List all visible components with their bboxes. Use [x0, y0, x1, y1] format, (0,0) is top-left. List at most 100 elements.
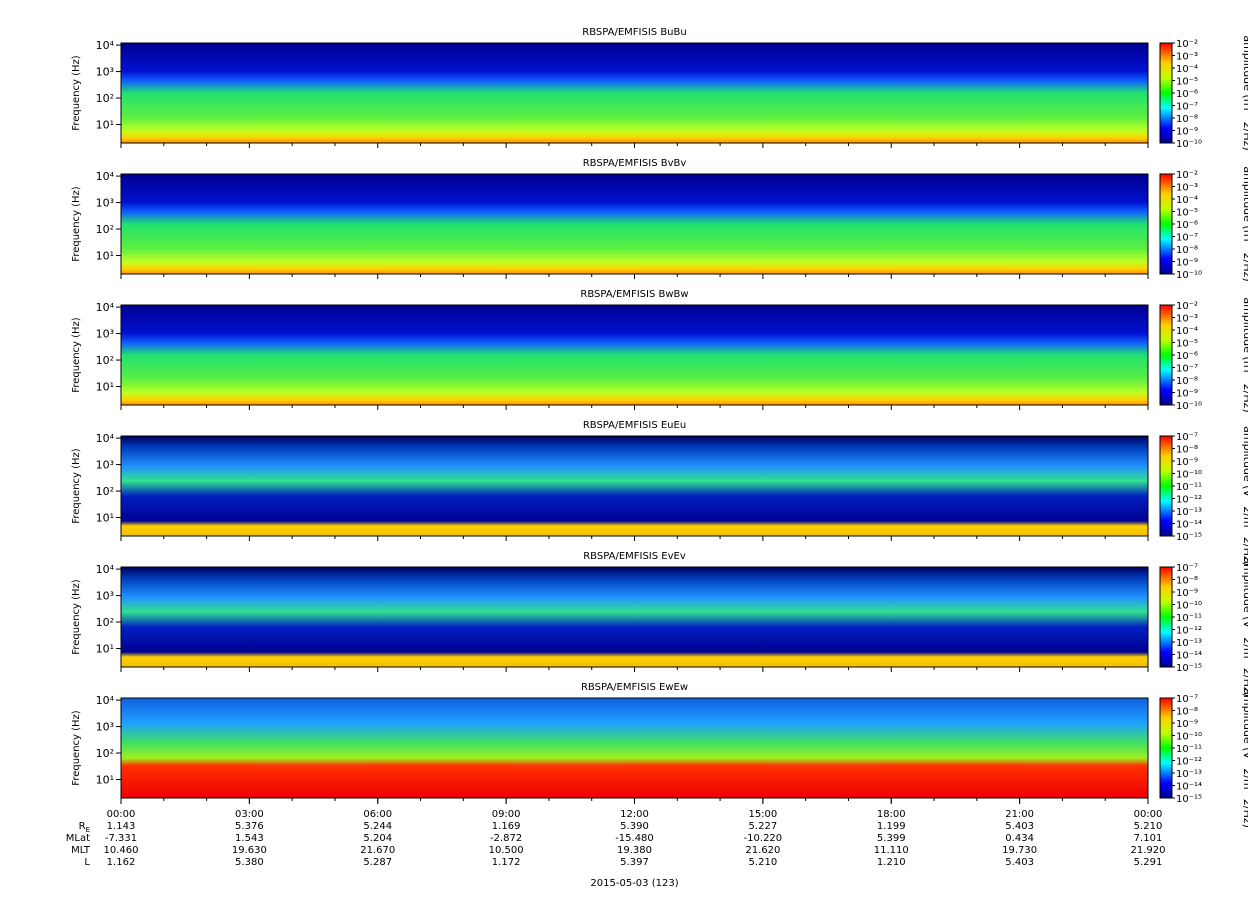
- colorbar-tick-label: 10⁻⁹: [1176, 719, 1198, 730]
- ephemeris-value: 5.291: [1134, 857, 1163, 868]
- y-tick-label: 10³: [96, 66, 114, 79]
- ephemeris-value: 21.620: [745, 845, 780, 856]
- y-axis-label: Frequency (Hz): [71, 186, 82, 262]
- y-axis-label: Frequency (Hz): [71, 317, 82, 393]
- colorbar-tick-label: 10⁻⁴: [1176, 195, 1198, 206]
- y-tick-label: 10³: [96, 197, 114, 210]
- colorbar-tick-label: 10⁻¹¹: [1176, 613, 1202, 624]
- colorbar-tick-label: 10⁻¹³: [1176, 638, 1202, 649]
- panel-title: RBSPA/EMFISIS BvBv: [583, 158, 687, 169]
- y-tick-label: 10²: [96, 616, 114, 629]
- ephemeris-value: 5.380: [235, 857, 264, 868]
- colorbar-tick-label: 10⁻³: [1176, 314, 1198, 325]
- colorbar-tick-label: 10⁻⁸: [1176, 245, 1198, 256]
- y-tick-label: 10¹: [96, 642, 114, 655]
- ephemeris-value: 19.630: [232, 845, 267, 856]
- colorbar-tick-label: 10⁻¹⁰: [1176, 601, 1202, 612]
- y-tick-label: 10²: [96, 747, 114, 760]
- y-tick-label: 10¹: [96, 511, 114, 524]
- x-tick-label: 09:00: [492, 809, 521, 820]
- colorbar-tick-label: 10⁻³: [1176, 52, 1198, 63]
- spectrogram-image: [121, 698, 1148, 798]
- colorbar-tick-label: 10⁻⁷: [1176, 694, 1198, 705]
- ephemeris-value: -10.220: [744, 833, 783, 844]
- colorbar: [1159, 566, 1173, 668]
- ephemeris-value: 21.920: [1131, 845, 1166, 856]
- ephemeris-value: 5.227: [749, 821, 778, 832]
- colorbar-tick-label: 10⁻¹¹: [1176, 744, 1202, 755]
- ephemeris-value: 5.403: [1005, 857, 1034, 868]
- colorbar-tick-label: 10⁻⁷: [1176, 563, 1198, 574]
- colorbar: [1159, 697, 1173, 799]
- colorbar-tick-label: 10⁻⁶: [1176, 89, 1198, 100]
- colorbar-tick-label: 10⁻⁵: [1176, 339, 1198, 350]
- y-tick-label: 10⁴: [96, 432, 115, 445]
- ephemeris-value: 10.460: [104, 845, 139, 856]
- ephemeris-label: RE: [79, 821, 90, 834]
- ephemeris-label: L: [84, 857, 90, 868]
- colorbar-tick-label: 10⁻⁸: [1176, 114, 1198, 125]
- colorbar-tick-label: 10⁻¹⁴: [1176, 651, 1202, 662]
- ephemeris-value: 11.110: [874, 845, 909, 856]
- ephemeris-value: 1.199: [877, 821, 906, 832]
- colorbar-tick-label: 10⁻⁷: [1176, 432, 1198, 443]
- y-axis-label: Frequency (Hz): [71, 710, 82, 786]
- x-tick-label: 12:00: [620, 809, 649, 820]
- colorbar-tick-label: 10⁻²: [1176, 301, 1198, 312]
- y-tick-label: 10²: [96, 354, 114, 367]
- y-tick-label: 10²: [96, 92, 114, 105]
- colorbar-tick-label: 10⁻⁶: [1176, 220, 1198, 231]
- colorbar-tick-label: 10⁻³: [1176, 183, 1198, 194]
- colorbar-tick-label: 10⁻⁵: [1176, 77, 1198, 88]
- colorbar-tick-label: 10⁻¹⁴: [1176, 520, 1202, 531]
- colorbar-label: amplitude (V^2/m^2/Hz): [1241, 557, 1248, 697]
- ephemeris-value: 5.204: [363, 833, 392, 844]
- ephemeris-value: 0.434: [1005, 833, 1034, 844]
- ephemeris-value: 1.162: [107, 857, 136, 868]
- y-tick-label: 10²: [96, 485, 114, 498]
- colorbar-tick-label: 10⁻⁵: [1176, 208, 1198, 219]
- y-tick-label: 10³: [96, 328, 114, 341]
- ephemeris-value: 5.397: [620, 857, 649, 868]
- colorbar-tick-label: 10⁻⁹: [1176, 457, 1198, 468]
- y-tick-label: 10³: [96, 590, 114, 603]
- ephemeris-value: 21.670: [360, 845, 395, 856]
- colorbar: [1159, 435, 1173, 537]
- ephemeris-value: 1.172: [492, 857, 521, 868]
- y-axis-label: Frequency (Hz): [71, 55, 82, 131]
- ephemeris-value: 19.380: [617, 845, 652, 856]
- colorbar-tick-label: 10⁻⁸: [1176, 576, 1198, 587]
- colorbar-tick-label: 10⁻¹⁵: [1176, 532, 1202, 543]
- y-tick-label: 10¹: [96, 773, 114, 786]
- colorbar-tick-label: 10⁻⁴: [1176, 64, 1198, 75]
- colorbar-tick-label: 10⁻¹³: [1176, 507, 1202, 518]
- x-tick-label: 18:00: [877, 809, 906, 820]
- y-tick-label: 10³: [96, 721, 114, 734]
- colorbar-tick-label: 10⁻⁸: [1176, 376, 1198, 387]
- colorbar-label: amplitude (V^2/m^2/Hz): [1241, 426, 1248, 566]
- ephemeris-value: 5.399: [877, 833, 906, 844]
- y-tick-label: 10⁴: [96, 694, 115, 707]
- colorbar: [1159, 304, 1173, 406]
- y-tick-label: 10²: [96, 223, 114, 236]
- panel-title: RBSPA/EMFISIS BwBw: [580, 289, 688, 300]
- ephemeris-label: MLat: [66, 833, 90, 844]
- panel-title: RBSPA/EMFISIS EwEw: [581, 682, 688, 693]
- x-tick-label: 06:00: [363, 809, 392, 820]
- ephemeris-value: 1.143: [107, 821, 136, 832]
- colorbar-tick-label: 10⁻¹⁵: [1176, 794, 1202, 805]
- colorbar-tick-label: 10⁻¹⁰: [1176, 401, 1202, 412]
- colorbar-tick-label: 10⁻⁹: [1176, 588, 1198, 599]
- colorbar-tick-label: 10⁻¹⁰: [1176, 139, 1202, 150]
- colorbar-tick-label: 10⁻¹²: [1176, 757, 1202, 768]
- colorbar: [1159, 173, 1173, 275]
- y-tick-label: 10¹: [96, 380, 114, 393]
- ephemeris-value: 5.210: [749, 857, 778, 868]
- panel-title: RBSPA/EMFISIS EvEv: [583, 551, 686, 562]
- y-tick-label: 10¹: [96, 249, 114, 262]
- colorbar-tick-label: 10⁻⁷: [1176, 233, 1198, 244]
- x-tick-label: 00:00: [107, 809, 136, 820]
- colorbar-tick-label: 10⁻¹²: [1176, 495, 1202, 506]
